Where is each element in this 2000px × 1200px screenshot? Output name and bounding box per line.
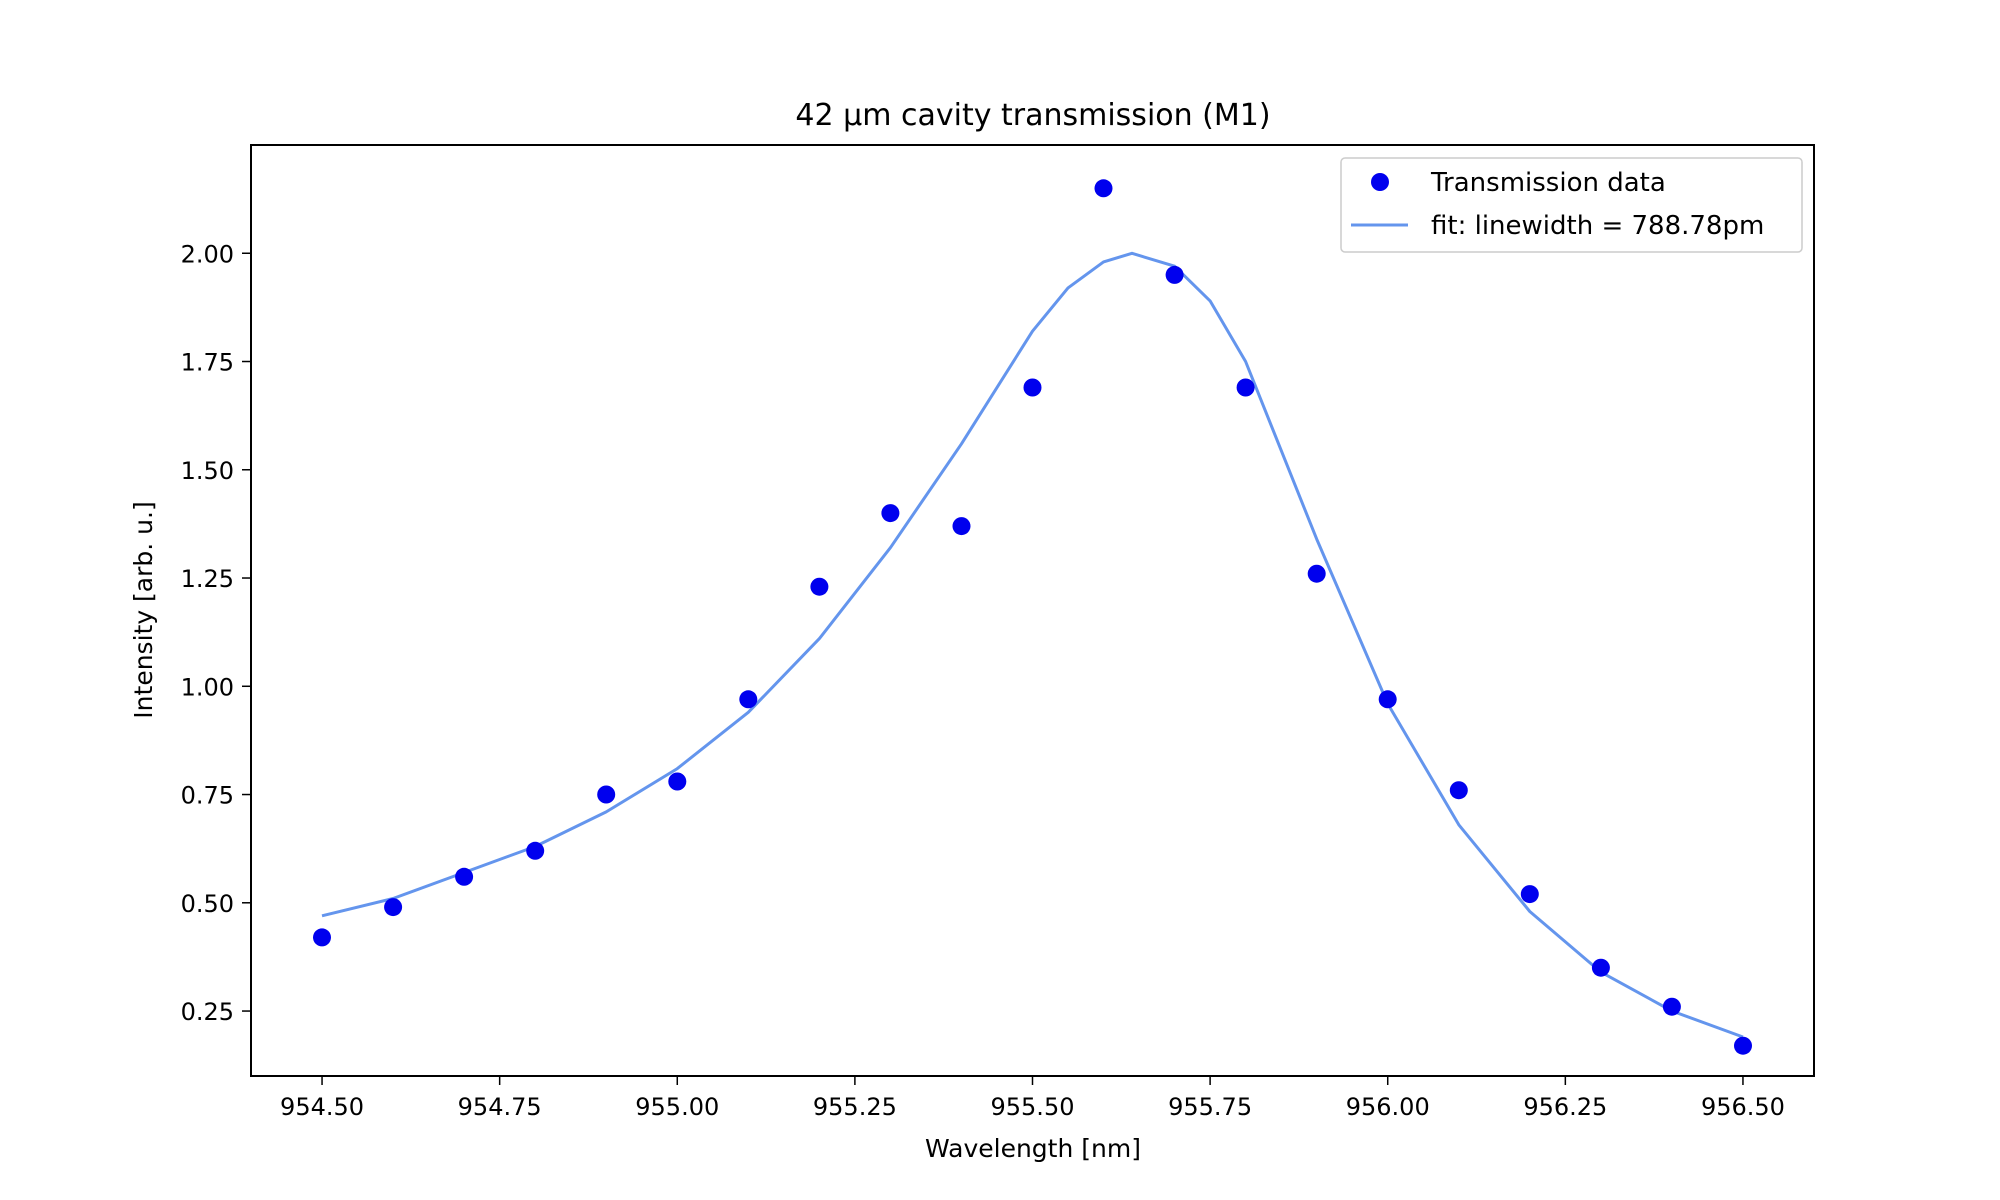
x-tick-label: 954.75 bbox=[458, 1093, 542, 1121]
data-point bbox=[1662, 997, 1681, 1016]
x-tick-label: 956.50 bbox=[1701, 1093, 1785, 1121]
data-point bbox=[1378, 690, 1397, 709]
data-point bbox=[1236, 378, 1255, 397]
legend-marker-data bbox=[1371, 173, 1389, 191]
data-point bbox=[1591, 958, 1610, 977]
data-series bbox=[313, 179, 1752, 1055]
x-tick-label: 956.00 bbox=[1346, 1093, 1430, 1121]
legend: Transmission data fit: linewidth = 788.7… bbox=[1340, 157, 1803, 253]
data-point bbox=[881, 504, 900, 523]
x-tick-label: 955.25 bbox=[813, 1093, 897, 1121]
fit-line bbox=[321, 251, 1744, 1039]
fit-series bbox=[321, 251, 1744, 1039]
data-point bbox=[1307, 564, 1326, 583]
legend-box bbox=[1340, 157, 1803, 253]
x-axis: 954.50 954.75 955.00 955.25 955.50 955.75 956.… bbox=[280, 1076, 1785, 1121]
data-point bbox=[952, 517, 971, 536]
legend-label-data: Transmission data bbox=[1430, 168, 1666, 198]
y-tick-label: 1.00 bbox=[181, 673, 234, 701]
data-point bbox=[597, 785, 616, 804]
data-point bbox=[739, 690, 758, 709]
y-tick-label: 2.00 bbox=[181, 240, 234, 268]
y-tick-label: 1.75 bbox=[181, 349, 234, 377]
data-point bbox=[384, 898, 403, 917]
plot-area bbox=[250, 144, 1815, 1077]
y-tick-label: 1.50 bbox=[181, 457, 234, 485]
chart-title: 42 µm cavity transmission (M1) bbox=[795, 98, 1270, 133]
x-tick-label: 956.25 bbox=[1523, 1093, 1607, 1121]
legend-label-fit: fit: linewidth = 788.78pm bbox=[1431, 211, 1764, 241]
x-tick-label: 955.75 bbox=[1168, 1093, 1252, 1121]
data-point bbox=[1023, 378, 1042, 397]
y-tick-label: 0.25 bbox=[181, 998, 234, 1026]
y-axis: 0.25 0.50 0.75 1.00 1.25 1.50 1.75 2.00 bbox=[181, 240, 251, 1026]
x-tick-label: 955.00 bbox=[635, 1093, 719, 1121]
data-point bbox=[1094, 179, 1113, 198]
data-point bbox=[455, 867, 474, 886]
x-axis-label: Wavelength [nm] bbox=[925, 1134, 1141, 1163]
y-tick-label: 0.75 bbox=[181, 782, 234, 810]
y-axis-label: Intensity [arb. u.] bbox=[129, 501, 158, 718]
data-point bbox=[810, 577, 829, 596]
x-tick-label: 955.50 bbox=[991, 1093, 1075, 1121]
data-point bbox=[1520, 885, 1539, 904]
y-tick-label: 0.50 bbox=[181, 890, 234, 918]
y-tick-label: 1.25 bbox=[181, 565, 234, 593]
data-point bbox=[668, 772, 687, 791]
data-point bbox=[1449, 781, 1468, 800]
x-tick-label: 954.50 bbox=[280, 1093, 364, 1121]
data-point bbox=[1165, 265, 1184, 284]
data-point bbox=[526, 841, 545, 860]
data-point bbox=[313, 928, 331, 947]
data-point bbox=[1734, 1036, 1752, 1055]
